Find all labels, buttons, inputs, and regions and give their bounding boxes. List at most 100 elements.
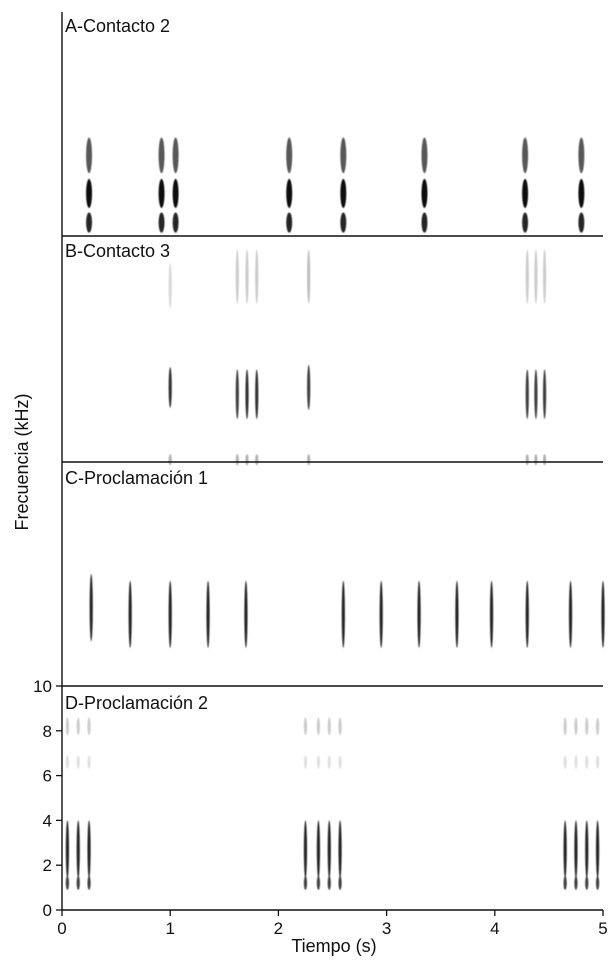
panel-a-note-8-band-2 (578, 178, 585, 208)
panel-c-note-13-band-1 (601, 580, 605, 648)
panel-b-note-7-band-3 (534, 454, 538, 466)
panel-d-note-9-band-1 (574, 820, 578, 879)
panel-b-note-3-band-3 (245, 454, 249, 466)
x-tick-label-5: 5 (598, 919, 607, 938)
panel-b-note-8-band-3 (542, 454, 547, 466)
y-tick-label-6: 6 (43, 767, 52, 786)
panel-b-note-2-band-2 (235, 249, 239, 304)
panel-d-note-7-band-2 (338, 876, 342, 890)
panel-d-note-11-band-1 (595, 820, 600, 879)
panel-b-note-6-band-3 (525, 454, 529, 466)
panel-b-note-8-band-2 (542, 249, 547, 304)
panel-a-note-3-band-3 (172, 212, 179, 233)
panel-d-note-3-band-4 (87, 755, 91, 769)
panel-a-note-4-band-2 (286, 178, 293, 208)
panel-d-note-2-band-3 (76, 717, 80, 736)
panel-d-note-5-band-2 (316, 876, 321, 890)
x-tick-label-2: 2 (274, 919, 283, 938)
panel-b-note-1-band-2 (168, 263, 172, 309)
panel-a-note-2-band-1 (158, 137, 165, 174)
panel-d-note-11-band-4 (595, 755, 600, 769)
panel-d-note-6-band-2 (327, 876, 331, 890)
panel-c-note-11-band-1 (525, 580, 529, 648)
panel-d-note-6-band-4 (327, 755, 331, 769)
panel-d-note-3-band-1 (87, 820, 91, 879)
panel-b-note-4-band-3 (255, 454, 259, 466)
panel-d-note-9-band-3 (574, 717, 578, 736)
panel-d-note-4-band-4 (303, 755, 308, 769)
panel-d-label: D-Proclamación 2 (65, 693, 208, 713)
panel-c-note-6-band-1 (341, 580, 345, 648)
panel-a-note-7-band-1 (522, 137, 529, 174)
panel-d-note-10-band-3 (585, 717, 589, 736)
panel-a-note-7-band-2 (522, 178, 529, 208)
panel-b-note-2-band-1 (235, 369, 239, 420)
panel-d-note-1-band-2 (65, 876, 70, 890)
panel-b-note-6-band-1 (525, 369, 529, 420)
x-tick-label-3: 3 (382, 919, 391, 938)
panel-a-notes (86, 137, 585, 233)
panel-a-note-5-band-2 (340, 178, 347, 208)
panel-b-note-8-band-1 (542, 369, 547, 420)
panel-a-note-4-band-1 (286, 137, 293, 174)
panel-d-note-1-band-4 (65, 755, 70, 769)
panel-d-note-5-band-1 (316, 820, 321, 879)
y-tick-label-0: 0 (43, 901, 52, 920)
panel-d-note-8-band-1 (563, 820, 567, 879)
panel-c-note-4-band-1 (206, 580, 210, 648)
y-tick-label-4: 4 (43, 811, 52, 830)
panel-a-note-5-band-1 (340, 137, 347, 174)
panel-c-note-12-band-1 (568, 580, 573, 648)
panel-d-note-8-band-4 (563, 755, 567, 769)
panel-b-note-3-band-1 (245, 369, 249, 420)
panel-d-note-7-band-4 (338, 755, 342, 769)
panel-d-note-2-band-4 (76, 755, 80, 769)
panel-b-note-1-band-1 (168, 367, 172, 408)
panel-b-note-6-band-2 (525, 249, 529, 304)
y-tick-label-8: 8 (43, 722, 52, 741)
panel-d-note-6-band-3 (327, 717, 331, 736)
x-axis-ticks: 0 1 2 3 4 5 (57, 910, 608, 938)
panel-b-label: B-Contacto 3 (65, 241, 170, 261)
x-tick-label-0: 0 (57, 919, 66, 938)
panel-d-note-4-band-1 (303, 820, 308, 879)
panel-d-note-8-band-3 (563, 717, 567, 736)
panel-d-note-5-band-4 (316, 755, 321, 769)
panel-d-note-5-band-3 (316, 717, 321, 736)
panel-b-note-2-band-3 (235, 454, 239, 466)
panel-b-note-7-band-1 (534, 369, 538, 420)
panel-a-note-8-band-1 (578, 137, 585, 174)
panel-b-note-3-band-2 (245, 249, 249, 304)
panel-a-note-6-band-1 (421, 137, 428, 174)
panel-b-note-4-band-1 (255, 369, 259, 420)
panel-a-note-7-band-3 (522, 212, 529, 233)
panel-a-note-4-band-3 (286, 212, 293, 233)
panel-d-note-10-band-1 (585, 820, 589, 879)
x-axis-title: Tiempo (s) (291, 936, 376, 956)
panel-b: B-Contacto 3 (61, 236, 603, 466)
panel-c-note-2-band-1 (128, 580, 132, 648)
panel-b-notes (168, 249, 547, 466)
panel-b-note-5-band-1 (307, 364, 311, 411)
panel-c-label: C-Proclamación 1 (65, 468, 208, 488)
panel-a-note-6-band-3 (421, 212, 428, 233)
panel-d-note-4-band-3 (303, 717, 308, 736)
panel-d: D-Proclamación 2 (61, 686, 603, 911)
panel-d-note-2-band-1 (76, 820, 80, 879)
panel-d-note-3-band-3 (87, 717, 91, 736)
panel-c-notes (89, 574, 605, 648)
panel-c-note-5-band-1 (244, 580, 248, 648)
panel-a: A-Contacto 2 (61, 12, 603, 237)
panel-c-note-3-band-1 (168, 580, 172, 648)
panel-d-note-7-band-3 (338, 717, 342, 736)
panel-a-note-1-band-2 (86, 178, 93, 208)
panel-a-note-3-band-2 (172, 178, 179, 208)
panel-a-label: A-Contacto 2 (65, 16, 170, 36)
panel-a-note-5-band-3 (340, 212, 347, 233)
panel-d-note-10-band-2 (585, 876, 589, 890)
panel-c-note-10-band-1 (489, 580, 494, 648)
panel-a-note-6-band-2 (421, 178, 428, 208)
panel-d-note-1-band-3 (65, 717, 70, 736)
panel-a-note-3-band-1 (172, 137, 179, 174)
